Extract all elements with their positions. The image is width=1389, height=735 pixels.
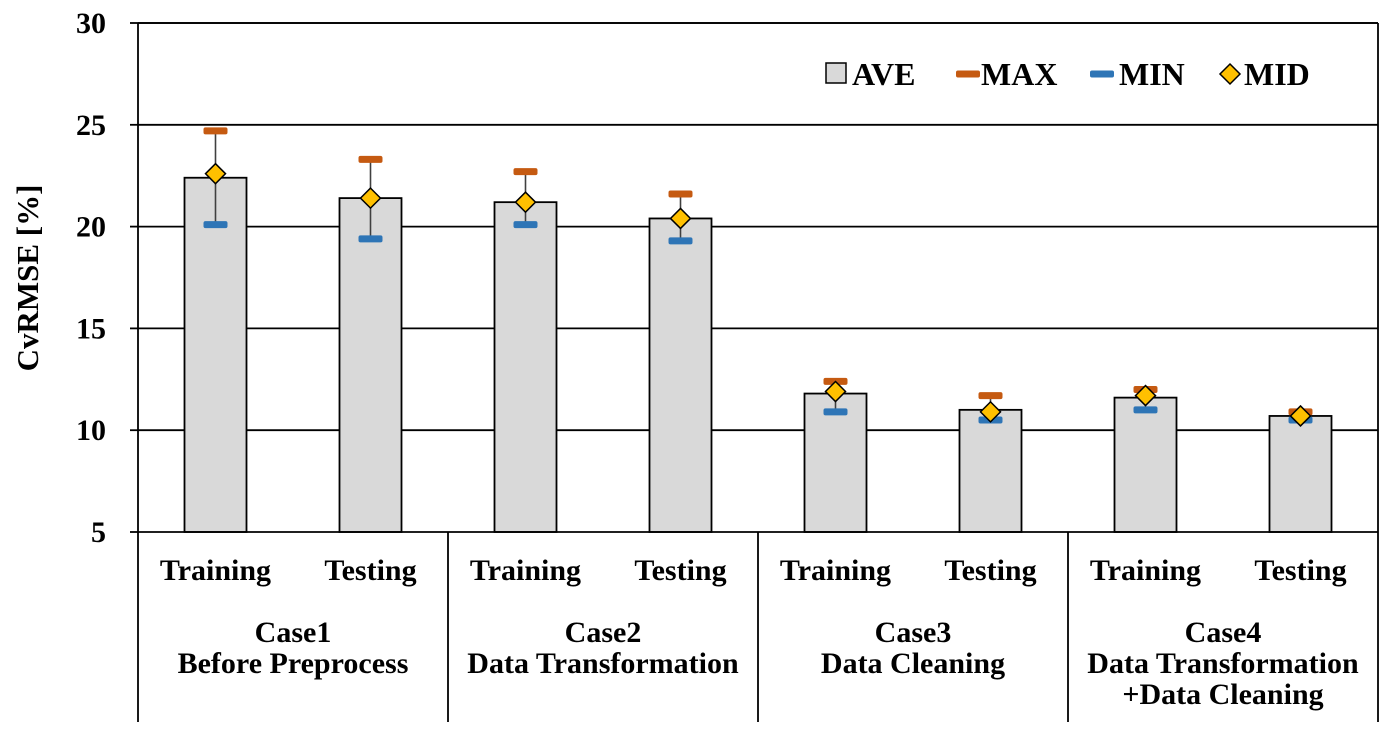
max-marker-0 (203, 127, 228, 135)
max-marker-1 (358, 155, 383, 163)
x-tick-5: Testing (944, 554, 1036, 587)
bar-1 (338, 197, 403, 533)
max-marker-2 (513, 168, 538, 176)
mid-marker-1 (359, 187, 382, 210)
group-3-name: Case3 (875, 616, 952, 649)
y-tick-15: 15 (76, 312, 106, 345)
group-4-subtitle-1: Data Transformation (1087, 647, 1359, 680)
bar-5 (958, 408, 1023, 533)
x-tick-0: Training (160, 554, 271, 587)
bar-7 (1268, 415, 1333, 533)
min-marker-3 (668, 237, 693, 245)
min-marker-4 (823, 408, 848, 416)
group-4-subtitle-2: +Data Cleaning (1122, 678, 1323, 711)
legend-mid-label: MID (1244, 56, 1310, 92)
y-tick-labels: 5 10 15 20 25 30 (76, 7, 106, 549)
y-tick-30: 30 (76, 7, 106, 40)
bars (183, 176, 1333, 533)
x-tick-6: Training (1090, 554, 1201, 587)
min-marker-2 (513, 221, 538, 229)
min-marker-6 (1133, 406, 1158, 414)
group-3-subtitle-1: Data Cleaning (821, 647, 1005, 680)
bar-6 (1113, 396, 1178, 533)
x-tick-2: Training (470, 554, 581, 587)
y-tick-25: 25 (76, 109, 106, 142)
group-2-subtitle-1: Data Transformation (467, 647, 739, 680)
min-marker-1 (358, 235, 383, 243)
mid-marker-0 (204, 162, 227, 185)
legend-max-swatch (956, 70, 980, 78)
bar-2 (493, 201, 558, 533)
markers (203, 127, 1313, 428)
legend-mid-swatch (1218, 62, 1242, 86)
mid-marker-6 (1134, 384, 1157, 407)
group-1-subtitle-1: Before Preprocess (178, 647, 409, 680)
bar-3 (648, 217, 713, 533)
min-marker-0 (203, 221, 228, 229)
mid-marker-7 (1289, 404, 1312, 428)
bar-4 (803, 392, 868, 533)
y-axis-label: CvRMSE [%] (10, 185, 45, 372)
legend-ave-label: AVE (852, 56, 915, 92)
legend-max-label: MAX (981, 56, 1057, 92)
group-2-name: Case2 (565, 616, 642, 649)
legend: AVE MAX MIN MID (825, 56, 1310, 92)
x-tick-1: Testing (324, 554, 416, 587)
max-marker-5 (978, 392, 1003, 400)
legend-min-swatch (1090, 70, 1114, 78)
gridlines (138, 22, 1378, 432)
bar-0 (183, 176, 248, 533)
mid-marker-2 (514, 191, 537, 214)
x-tick-7: Testing (1254, 554, 1346, 587)
y-tick-10: 10 (76, 414, 106, 447)
y-tick-20: 20 (76, 211, 106, 244)
x-tick-3: Testing (634, 554, 726, 587)
group-4-name: Case4 (1185, 616, 1262, 649)
y-tick-5: 5 (91, 516, 106, 549)
axes (130, 22, 1379, 722)
legend-ave-swatch (825, 62, 847, 84)
x-tick-4: Training (780, 554, 891, 587)
mid-marker-5 (979, 400, 1002, 423)
legend-min-label: MIN (1119, 56, 1185, 92)
mid-marker-3 (669, 207, 692, 230)
x-category-labels: Training Testing Training Testing Training Te… (160, 554, 1347, 587)
group-1-name: Case1 (255, 616, 332, 649)
max-marker-3 (668, 190, 693, 198)
mid-marker-4 (824, 380, 847, 403)
